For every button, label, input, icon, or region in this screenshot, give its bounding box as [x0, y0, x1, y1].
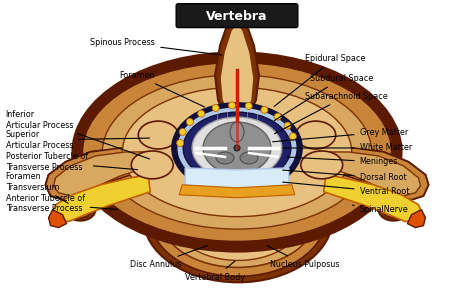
Ellipse shape: [82, 62, 392, 242]
Polygon shape: [314, 148, 428, 200]
Circle shape: [290, 133, 296, 140]
Ellipse shape: [131, 151, 173, 179]
Ellipse shape: [240, 152, 258, 164]
Ellipse shape: [203, 122, 271, 174]
Ellipse shape: [65, 199, 95, 221]
Ellipse shape: [174, 179, 302, 260]
Text: Disc Annulus: Disc Annulus: [129, 245, 208, 269]
Ellipse shape: [296, 121, 336, 149]
Polygon shape: [179, 185, 295, 198]
Ellipse shape: [178, 108, 296, 188]
Ellipse shape: [379, 199, 409, 221]
Ellipse shape: [192, 117, 282, 179]
Ellipse shape: [172, 103, 302, 193]
Ellipse shape: [70, 202, 91, 218]
Ellipse shape: [206, 200, 278, 247]
Ellipse shape: [138, 121, 178, 149]
Text: Foramen
Transversium: Foramen Transversium: [6, 172, 68, 203]
Text: Subarachnoid Space: Subarachnoid Space: [274, 92, 388, 134]
Ellipse shape: [73, 52, 401, 251]
Polygon shape: [324, 175, 421, 222]
Circle shape: [212, 105, 219, 111]
Circle shape: [177, 139, 183, 147]
Polygon shape: [48, 210, 66, 228]
Ellipse shape: [301, 151, 343, 179]
Ellipse shape: [183, 112, 291, 184]
Circle shape: [261, 106, 268, 113]
Text: Foramen: Foramen: [119, 71, 205, 107]
Text: Posterior Tubercle of
Transverse Process: Posterior Tubercle of Transverse Process: [6, 152, 137, 172]
Polygon shape: [54, 152, 162, 196]
Text: Meninges: Meninges: [288, 157, 398, 166]
Text: Spinous Process: Spinous Process: [91, 38, 222, 55]
Text: Nucleus Pulposus: Nucleus Pulposus: [267, 246, 339, 269]
Ellipse shape: [216, 152, 234, 164]
Circle shape: [179, 128, 186, 135]
Polygon shape: [220, 108, 254, 130]
Text: White Matter: White Matter: [283, 143, 412, 152]
Ellipse shape: [192, 191, 287, 253]
Polygon shape: [312, 152, 420, 196]
Polygon shape: [46, 148, 160, 200]
Circle shape: [186, 118, 193, 125]
Circle shape: [198, 110, 205, 117]
Ellipse shape: [230, 122, 244, 142]
Text: Superior
Articular Process: Superior Articular Process: [6, 130, 149, 150]
Ellipse shape: [383, 202, 404, 218]
FancyBboxPatch shape: [176, 4, 298, 28]
Text: Inferior
Articular Process: Inferior Articular Process: [6, 110, 150, 159]
Text: SpinalNerve: SpinalNerve: [352, 205, 409, 214]
Polygon shape: [408, 210, 426, 228]
Circle shape: [228, 102, 236, 109]
Text: Subdural Space: Subdural Space: [274, 74, 373, 121]
Polygon shape: [180, 110, 294, 165]
Ellipse shape: [143, 153, 333, 282]
Circle shape: [274, 113, 281, 120]
Polygon shape: [46, 148, 160, 200]
Polygon shape: [220, 22, 254, 112]
Text: Grey Matter: Grey Matter: [273, 128, 408, 142]
Circle shape: [245, 103, 252, 109]
Text: Anterior Tubercle of
Transverse Process: Anterior Tubercle of Transverse Process: [6, 194, 118, 213]
Text: Vertebra: Vertebra: [206, 10, 268, 23]
Ellipse shape: [122, 87, 352, 217]
Polygon shape: [314, 148, 428, 200]
Text: Epidural Space: Epidural Space: [274, 54, 365, 107]
Text: Ventral Root: Ventral Root: [283, 182, 409, 196]
Ellipse shape: [234, 145, 240, 151]
Text: Vertebral Body: Vertebral Body: [185, 261, 245, 282]
Text: Dorsal Root: Dorsal Root: [283, 170, 406, 182]
Ellipse shape: [102, 75, 372, 229]
Circle shape: [284, 122, 291, 129]
Polygon shape: [53, 175, 150, 222]
Ellipse shape: [150, 159, 326, 276]
Polygon shape: [175, 106, 299, 168]
Polygon shape: [185, 168, 289, 190]
Polygon shape: [215, 15, 259, 115]
Ellipse shape: [161, 168, 315, 267]
